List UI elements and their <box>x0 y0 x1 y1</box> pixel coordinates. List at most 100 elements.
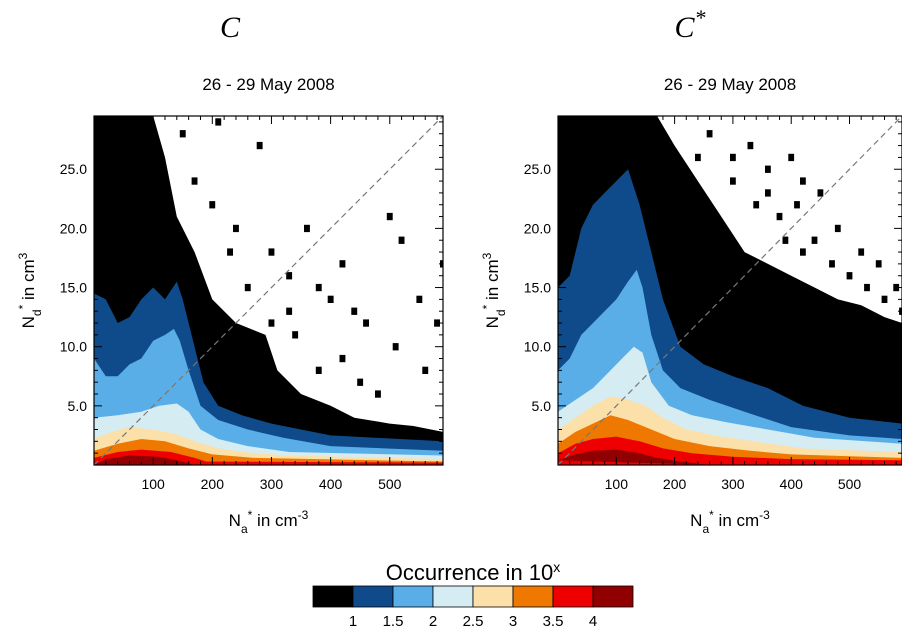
x-axis-label: Na* in cm-3 <box>229 508 309 536</box>
heatmap-layer <box>558 116 902 465</box>
heatmap-cell <box>351 307 358 315</box>
y-tick-label: 20.0 <box>524 220 551 236</box>
colorbar-tick-label: 3 <box>509 613 517 626</box>
heatmap-cell <box>398 236 405 244</box>
panel-title: 26 - 29 May 2008 <box>664 75 796 94</box>
colorbar-tick-label: 1 <box>349 613 357 626</box>
x-axis-label: Na* in cm-3 <box>690 508 770 536</box>
heatmap-cell <box>256 141 263 150</box>
heatmap-cell <box>875 260 882 268</box>
y-tick-label: 10.0 <box>60 339 87 355</box>
heatmap-cell <box>800 177 806 185</box>
heatmap-cell <box>120 141 127 150</box>
heatmap-cell <box>363 319 369 327</box>
heatmap-region-7 <box>94 455 195 465</box>
heatmap-cell <box>304 224 310 233</box>
heatmap-cell <box>788 153 795 162</box>
x-tick-label: 200 <box>201 476 225 492</box>
heatmap-cell <box>765 165 771 173</box>
x-tick-label: 300 <box>260 476 284 492</box>
colorbar-tick-label: 2 <box>429 613 437 626</box>
plot-frame <box>557 115 902 466</box>
heatmap-cell <box>209 201 216 209</box>
panel-title: 26 - 29 May 2008 <box>202 75 334 94</box>
heatmap-cell <box>244 283 251 292</box>
heatmap-cell <box>339 260 346 268</box>
heatmap-cell <box>753 201 760 209</box>
panel-label: C <box>220 11 241 44</box>
heatmap-cell <box>730 153 736 162</box>
y-tick-label: 20.0 <box>60 220 87 236</box>
heatmap-cell <box>392 343 399 351</box>
heatmap-cell <box>268 319 275 327</box>
heatmap-cell <box>864 283 870 292</box>
x-tick-label: 400 <box>780 476 804 492</box>
colorbar-swatch <box>552 585 594 608</box>
heatmap-region-6 <box>94 449 443 465</box>
heatmap-cell <box>292 331 299 339</box>
heatmap-layer <box>94 116 443 465</box>
colorbar-swatch <box>312 585 354 608</box>
heatmap-cell <box>191 177 198 185</box>
heatmap-cell <box>227 248 233 256</box>
heatmap-cell <box>706 130 713 138</box>
heatmap-cell <box>776 212 783 221</box>
x-tick-label: 100 <box>141 476 165 492</box>
y-tick-label: 25.0 <box>524 161 551 177</box>
heatmap-cell <box>416 295 423 303</box>
heatmap-cell <box>375 390 381 398</box>
y-tick-label: 5.0 <box>532 398 552 414</box>
heatmap-cell <box>811 236 818 244</box>
x-tick-label: 500 <box>378 476 402 492</box>
y-axis-label: Nd* in cm3 <box>480 252 508 328</box>
heatmap-cell <box>858 248 865 256</box>
y-tick-label: 5.0 <box>68 398 88 414</box>
x-tick-label: 100 <box>605 476 629 492</box>
heatmap-cell <box>233 224 239 233</box>
heatmap-cell <box>286 307 293 315</box>
y-axis-label: Nd* in cm3 <box>16 252 44 328</box>
heatmap-cell <box>782 236 789 244</box>
heatmap-cell <box>126 165 133 173</box>
heatmap-cell <box>215 118 222 126</box>
heatmap-cell <box>315 283 322 292</box>
heatmap-cell <box>327 295 334 303</box>
heatmap-cell <box>179 130 186 138</box>
colorbar-swatch <box>592 585 634 608</box>
heatmap-cell <box>422 366 429 374</box>
x-tick-label: 300 <box>721 476 745 492</box>
heatmap-cell <box>695 153 701 162</box>
one-to-one-line <box>94 116 443 465</box>
colorbar-title-superscript: x <box>553 559 560 575</box>
x-tick-label: 500 <box>838 476 862 492</box>
heatmap-cell <box>97 130 103 138</box>
heatmap-cell <box>834 224 841 233</box>
heatmap-cell <box>829 260 835 268</box>
x-tick-label: 200 <box>663 476 687 492</box>
colorbar-title: Occurrence in 10x <box>386 559 561 585</box>
plot-frame <box>93 115 444 466</box>
heatmap-cell <box>881 295 888 303</box>
colorbar-tick-label: 1.5 <box>383 613 404 626</box>
heatmap-cell <box>357 378 364 386</box>
colorbar-swatch <box>512 585 554 608</box>
colorbar-swatch <box>432 585 474 608</box>
heatmap-cell <box>102 153 109 162</box>
panel-label: C* <box>674 5 705 45</box>
heatmap-cell <box>434 319 440 327</box>
heatmap-cell <box>339 354 346 363</box>
heatmap-cell <box>846 272 853 280</box>
y-tick-label: 15.0 <box>60 280 87 296</box>
colorbar-tick-label: 2.5 <box>463 613 484 626</box>
one-to-one-line <box>558 116 902 465</box>
colorbar-swatch <box>472 585 514 608</box>
heatmap-cell <box>730 177 736 185</box>
colorbar-tick-label: 4 <box>589 613 597 626</box>
y-tick-label: 25.0 <box>60 161 87 177</box>
heatmap-cell <box>268 248 275 256</box>
colorbar-tick-label: 3.5 <box>543 613 564 626</box>
colorbar-swatch <box>352 585 394 608</box>
colorbar-swatch <box>392 585 434 608</box>
panel-label-superscript: * <box>695 5 706 30</box>
